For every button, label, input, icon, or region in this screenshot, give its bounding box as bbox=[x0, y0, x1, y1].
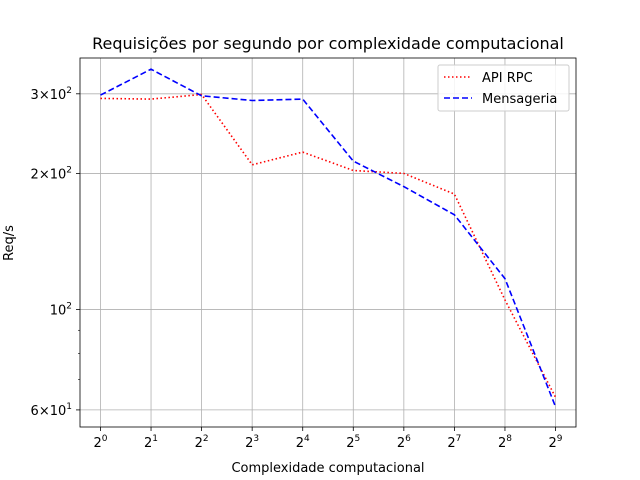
x-tick-label: 26 bbox=[397, 434, 411, 451]
y-tick-label: 2×102 bbox=[31, 165, 72, 182]
y-tick-label: 3×102 bbox=[31, 86, 72, 103]
y-tick-label: 6×101 bbox=[31, 402, 72, 419]
chart-title: Requisições por segundo por complexidade… bbox=[92, 34, 564, 53]
legend-box bbox=[437, 64, 570, 112]
x-tick-label: 28 bbox=[498, 434, 512, 451]
y-axis-label: Req/s bbox=[2, 225, 17, 261]
x-tick-label: 24 bbox=[296, 434, 310, 451]
plot-frame bbox=[79, 57, 577, 428]
series-line-0 bbox=[100, 93, 557, 398]
legend-label: API RPC bbox=[482, 71, 533, 86]
x-tick-label: 29 bbox=[549, 434, 563, 451]
legend-label: Mensageria bbox=[482, 92, 557, 107]
series-line-1 bbox=[100, 68, 557, 407]
y-tick-label: 102 bbox=[50, 302, 72, 319]
x-tick-label: 20 bbox=[93, 434, 107, 451]
x-tick-label: 23 bbox=[245, 434, 259, 451]
x-tick-label: 27 bbox=[447, 434, 461, 451]
x-axis-label: Complexidade computacional bbox=[231, 461, 424, 476]
x-tick-label: 21 bbox=[144, 434, 158, 451]
x-tick-label: 25 bbox=[346, 434, 360, 451]
x-tick-label: 22 bbox=[195, 434, 209, 451]
